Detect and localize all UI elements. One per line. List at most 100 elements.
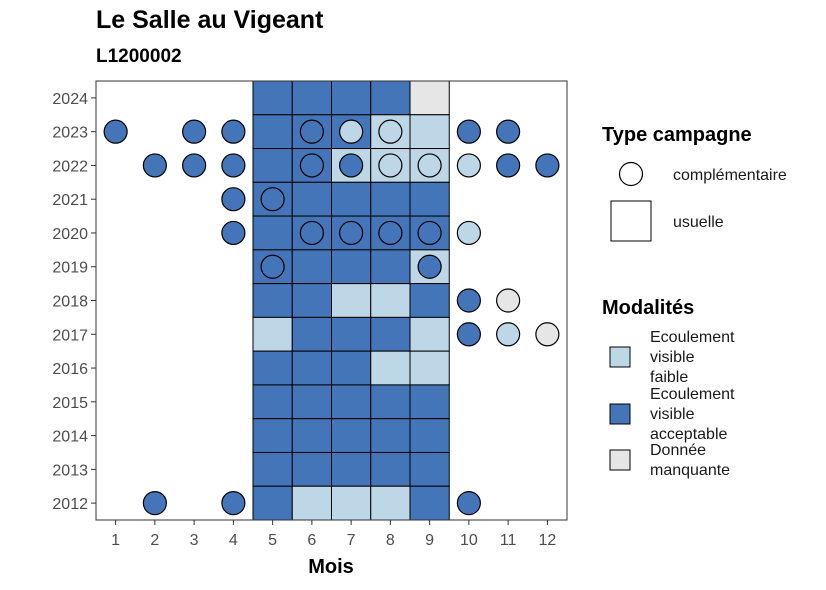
- y-tick-label-2012: 2012: [52, 496, 88, 513]
- y-tick-label-2017: 2017: [52, 327, 88, 344]
- cell-usuelle-2013-8: [370, 451, 411, 487]
- x-tick-label-11: 11: [500, 532, 517, 549]
- cell-usuelle-2023-5: [252, 114, 293, 150]
- point-complementaire-2018-10: [456, 288, 481, 313]
- cell-usuelle-2013-5: [252, 451, 293, 487]
- y-tick-label-2018: 2018: [52, 294, 88, 311]
- point-complementaire-2022-4: [221, 153, 246, 178]
- cell-usuelle-2013-7: [331, 451, 372, 487]
- legend-type-title: Type campagne: [602, 124, 752, 146]
- cell-usuelle-2014-5: [252, 418, 293, 453]
- cell-usuelle-2023-9: [409, 114, 450, 150]
- chart-title: Le Salle au Vigeant: [96, 6, 324, 34]
- cell-usuelle-2019-6: [291, 249, 332, 285]
- legend-label-complementaire: complémentaire: [673, 167, 787, 184]
- cell-usuelle-2014-7: [331, 418, 372, 453]
- complementaire-circles: [103, 119, 560, 516]
- point-complementaire-2020-8: [378, 220, 403, 246]
- point-complementaire-2023-11: [496, 119, 521, 144]
- x-axis-title: Mois: [308, 556, 354, 578]
- point-complementaire-2012-10: [456, 491, 481, 516]
- cell-usuelle-2014-6: [291, 418, 332, 453]
- cell-usuelle-2015-9: [409, 384, 450, 420]
- x-tick-label-4: 4: [229, 532, 238, 549]
- point-complementaire-2019-5: [260, 254, 285, 279]
- legend-label-acceptable-line-3: acceptable: [650, 426, 727, 443]
- cell-usuelle-2012-8: [370, 485, 411, 521]
- y-tick-label-2013: 2013: [52, 462, 88, 479]
- x-tick-label-8: 8: [386, 532, 395, 549]
- cell-usuelle-2024-6: [291, 80, 332, 116]
- x-tick-label-7: 7: [347, 532, 356, 549]
- y-tick-label-2014: 2014: [52, 429, 88, 446]
- cell-usuelle-2021-7: [331, 181, 372, 217]
- point-complementaire-2022-8: [378, 153, 403, 178]
- point-complementaire-2020-9: [417, 220, 442, 246]
- cell-usuelle-2024-7: [331, 80, 372, 116]
- cell-usuelle-2016-9: [409, 350, 450, 386]
- cell-usuelle-2012-7: [331, 485, 372, 521]
- y-tick-label-2020: 2020: [52, 226, 88, 243]
- cell-usuelle-2012-9: [409, 485, 450, 521]
- cell-usuelle-2017-7: [331, 316, 372, 352]
- cell-usuelle-2013-9: [409, 451, 450, 487]
- cell-usuelle-2016-7: [331, 350, 372, 386]
- point-complementaire-2022-11: [496, 153, 521, 178]
- y-tick-label-2021: 2021: [52, 192, 88, 209]
- usuelle-cells: [252, 80, 450, 521]
- y-tick-label-2022: 2022: [52, 158, 88, 175]
- legend-label-acceptable-line-1: Ecoulement: [650, 386, 735, 403]
- point-complementaire-2023-3: [182, 119, 207, 144]
- y-tick-label-2015: 2015: [52, 395, 88, 412]
- chart-subtitle: L1200002: [96, 46, 182, 67]
- cell-usuelle-2022-5: [252, 148, 293, 183]
- legend-label-faible-line-1: Ecoulement: [650, 329, 735, 346]
- cell-usuelle-2012-5: [252, 485, 293, 521]
- cell-usuelle-2017-8: [370, 316, 411, 352]
- point-complementaire-2020-10: [456, 220, 481, 246]
- point-complementaire-2012-2: [142, 491, 167, 516]
- cell-usuelle-2017-6: [291, 316, 332, 352]
- legend-key-faible: [609, 346, 631, 368]
- cell-usuelle-2020-5: [252, 215, 293, 251]
- cell-usuelle-2014-9: [409, 418, 450, 453]
- cell-usuelle-2015-5: [252, 384, 293, 420]
- cell-usuelle-2019-7: [331, 249, 372, 285]
- point-complementaire-2023-6: [299, 119, 324, 144]
- x-tick-label-1: 1: [111, 532, 120, 549]
- cell-usuelle-2021-8: [370, 181, 411, 217]
- legend-modalites-title: Modalités: [602, 297, 694, 319]
- legend-label-acceptable-line-2: visible: [650, 406, 695, 423]
- point-complementaire-2023-4: [221, 119, 246, 144]
- y-tick-label-2016: 2016: [52, 361, 88, 378]
- x-tick-label-2: 2: [150, 532, 159, 549]
- cell-usuelle-2017-5: [252, 316, 293, 352]
- y-tick-label-2023: 2023: [52, 125, 88, 142]
- point-complementaire-2021-5: [260, 187, 285, 212]
- point-complementaire-2022-6: [299, 153, 324, 178]
- point-complementaire-2017-10: [456, 322, 481, 347]
- point-complementaire-2017-11: [496, 322, 521, 347]
- point-complementaire-2017-12: [535, 322, 560, 347]
- legend-label-faible-line-3: faible: [650, 369, 688, 386]
- legend-label-manquante-line-2: manquante: [650, 462, 730, 479]
- point-complementaire-2022-2: [142, 153, 167, 178]
- point-complementaire-2012-4: [221, 491, 246, 516]
- cell-usuelle-2018-6: [291, 283, 332, 318]
- legend-label-usuelle: usuelle: [673, 214, 724, 231]
- point-complementaire-2022-12: [535, 153, 560, 178]
- cell-usuelle-2017-9: [409, 316, 450, 352]
- cell-usuelle-2014-8: [370, 418, 411, 453]
- cell-usuelle-2018-7: [331, 283, 372, 318]
- point-complementaire-2019-9: [417, 254, 442, 279]
- point-complementaire-2023-10: [456, 119, 481, 144]
- point-complementaire-2023-8: [378, 119, 403, 144]
- cell-usuelle-2012-6: [291, 485, 332, 521]
- cell-usuelle-2018-5: [252, 283, 293, 318]
- point-complementaire-2020-4: [221, 220, 246, 246]
- cell-usuelle-2024-9: [409, 80, 450, 116]
- point-complementaire-2020-6: [299, 220, 324, 246]
- legend-label-faible-line-2: visible: [650, 349, 695, 366]
- legend-key-manquante: [609, 449, 631, 471]
